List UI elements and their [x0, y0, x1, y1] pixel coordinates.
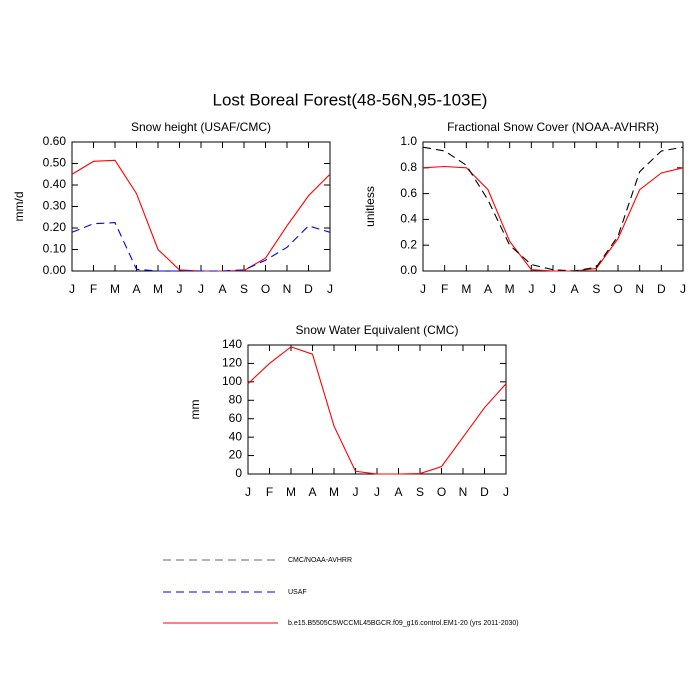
series-line [71, 222, 331, 272]
x-tick-label: A [132, 282, 140, 296]
x-tick-label: J [680, 282, 686, 296]
y-tick-label: 0.0 [400, 263, 417, 277]
y-tick-label: 0.40 [43, 177, 67, 191]
x-tick-label: O [613, 282, 622, 296]
y-tick-label: 0.00 [43, 263, 67, 277]
x-tick-label: A [308, 485, 316, 499]
x-tick-label: J [353, 485, 359, 499]
x-tick-label: S [240, 282, 248, 296]
y-tick-label: 0.6 [400, 186, 417, 200]
x-tick-label: A [394, 485, 402, 499]
y-tick-label: 0.60 [43, 134, 67, 148]
series-line [71, 159, 331, 272]
panel-title: Snow height (USAF/CMC) [131, 120, 271, 134]
x-tick-label: A [571, 282, 579, 296]
panel-title: Snow Water Equivalent (CMC) [296, 323, 459, 337]
x-tick-label: M [286, 485, 296, 499]
x-tick-label: S [416, 485, 424, 499]
x-tick-label: J [177, 282, 183, 296]
x-tick-label: F [441, 282, 448, 296]
x-tick-label: N [635, 282, 644, 296]
x-tick-label: F [266, 485, 273, 499]
y-tick-label: 20 [229, 448, 243, 462]
x-tick-label: O [437, 485, 446, 499]
y-tick-label: 100 [222, 374, 242, 388]
y-tick-label: 0.50 [43, 156, 67, 170]
y-tick-label: 120 [222, 356, 242, 370]
legend-label: USAF [288, 589, 307, 596]
y-axis-label: mm [188, 400, 202, 420]
x-tick-label: J [69, 282, 75, 296]
x-tick-label: J [420, 282, 426, 296]
plot-frame [71, 141, 331, 272]
x-tick-label: M [461, 282, 471, 296]
x-tick-label: M [110, 282, 120, 296]
y-tick-label: 0.2 [400, 237, 417, 251]
x-tick-label: J [503, 485, 509, 499]
y-tick-label: 60 [229, 411, 243, 425]
y-axis-label: unitless [363, 186, 377, 227]
x-tick-label: F [90, 282, 97, 296]
x-tick-label: A [484, 282, 492, 296]
plot-frame [247, 344, 507, 475]
legend-label: b.e15.B5505C5WCCML45BGCR.f09_g16.control… [288, 620, 519, 627]
x-tick-label: J [327, 282, 333, 296]
x-tick-label: M [329, 485, 339, 499]
x-tick-label: D [657, 282, 666, 296]
x-tick-label: A [218, 282, 226, 296]
y-tick-label: 80 [229, 392, 243, 406]
x-tick-label: S [592, 282, 600, 296]
series-line [247, 346, 507, 475]
x-tick-label: J [245, 485, 251, 499]
x-tick-label: J [528, 282, 534, 296]
panel-title: Fractional Snow Cover (NOAA-AVHRR) [447, 120, 659, 134]
figure-title: Lost Boreal Forest(48-56N,95-103E) [213, 90, 488, 109]
y-tick-label: 0.10 [43, 242, 67, 256]
x-tick-label: M [505, 282, 515, 296]
y-tick-label: 0 [235, 466, 242, 480]
x-tick-label: D [304, 282, 313, 296]
x-tick-label: J [374, 485, 380, 499]
y-axis-label: mm/d [12, 192, 26, 222]
x-tick-label: M [153, 282, 163, 296]
y-tick-label: 1.0 [400, 134, 417, 148]
series-line [422, 146, 684, 272]
series-line [422, 165, 684, 272]
y-tick-label: 140 [222, 337, 242, 351]
x-tick-label: J [550, 282, 556, 296]
x-tick-label: N [283, 282, 292, 296]
x-tick-label: J [198, 282, 204, 296]
y-tick-label: 40 [229, 429, 243, 443]
y-tick-label: 0.8 [400, 160, 417, 174]
y-tick-label: 0.4 [400, 212, 417, 226]
x-tick-label: N [459, 485, 468, 499]
y-tick-label: 0.30 [43, 199, 67, 213]
x-tick-label: D [480, 485, 489, 499]
x-tick-label: O [261, 282, 270, 296]
y-tick-label: 0.20 [43, 220, 67, 234]
plot-frame [422, 141, 684, 272]
legend-label: CMC/NOAA-AVHRR [288, 557, 352, 564]
